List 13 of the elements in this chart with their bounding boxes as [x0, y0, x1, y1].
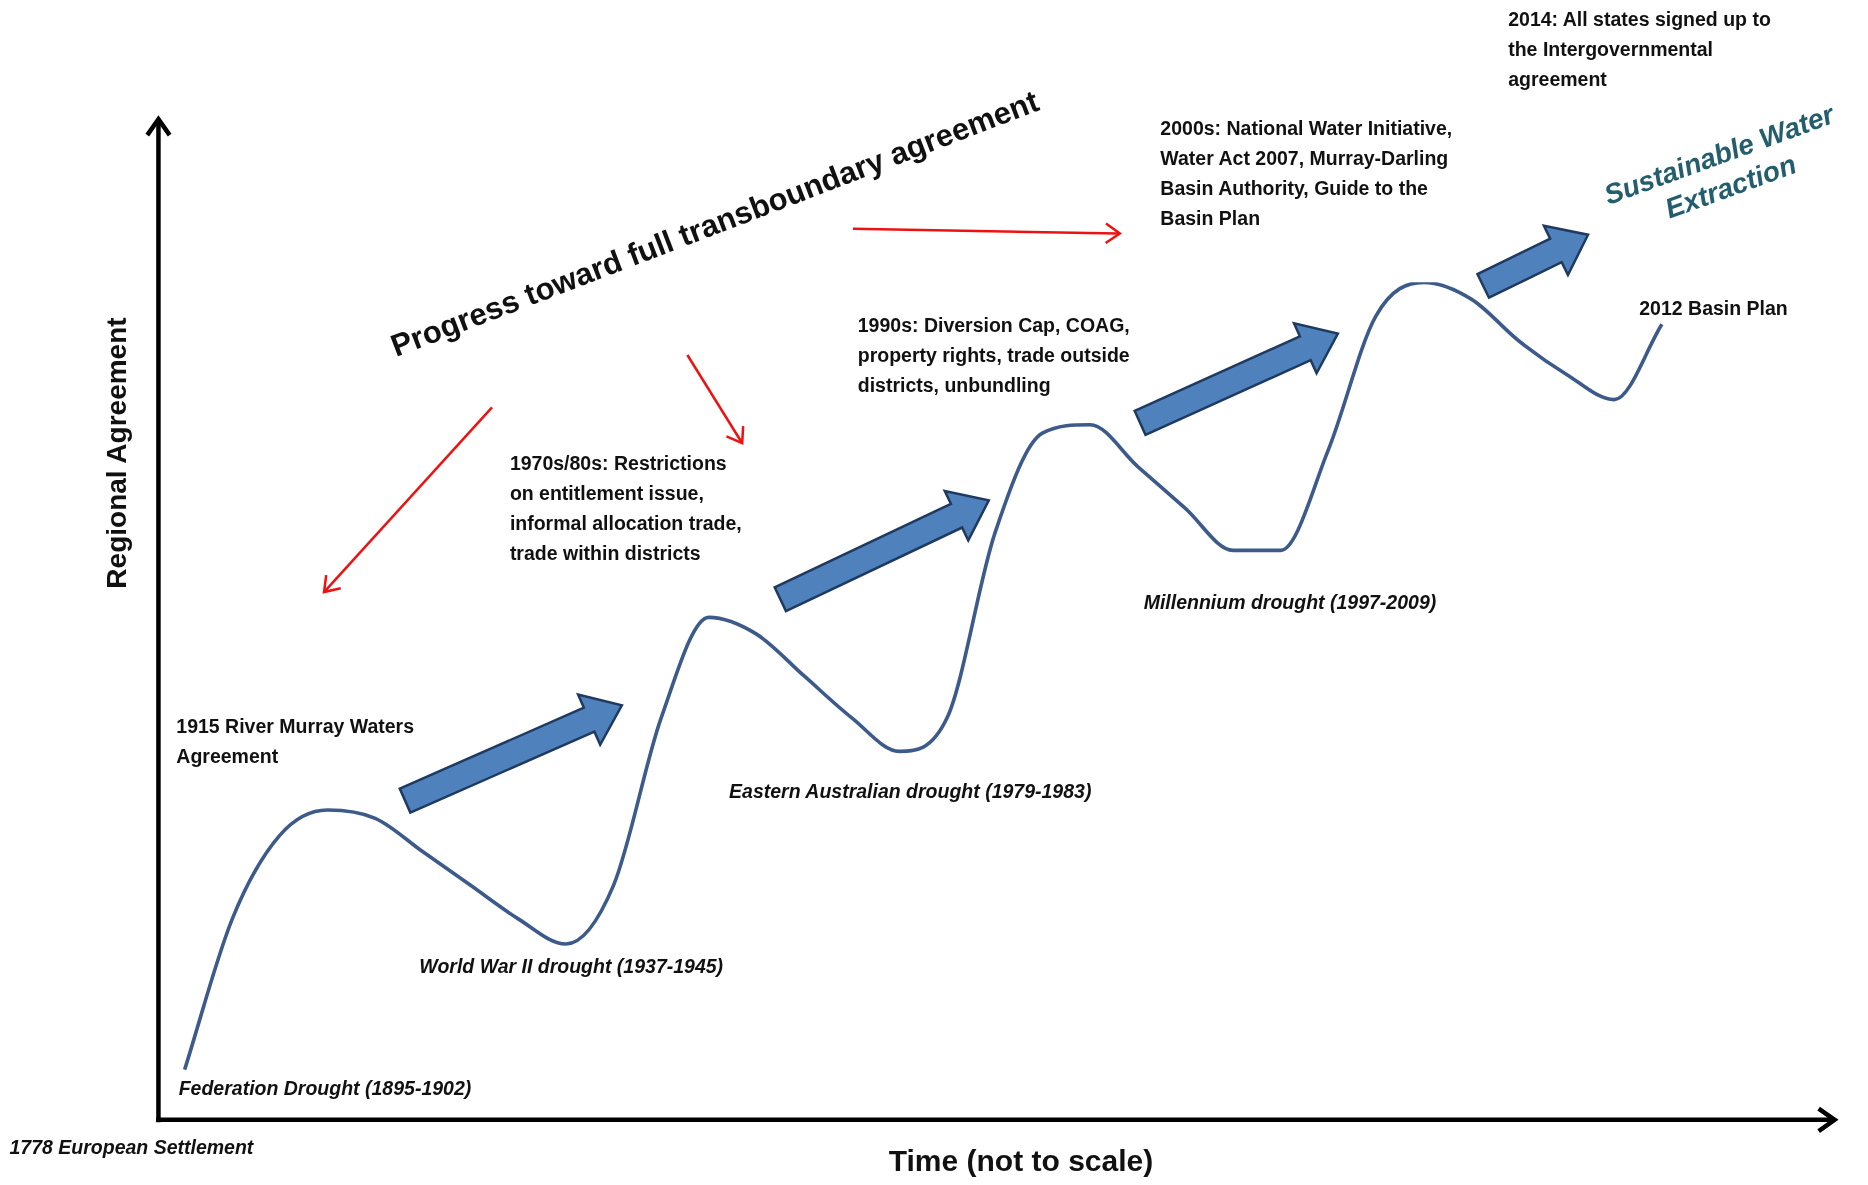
annotation: Eastern Australian drought (1979-1983): [729, 778, 1093, 804]
annotation: 1915 River Murray Waters Agreement: [176, 714, 416, 770]
x-axis-title: Time (not to scale): [888, 1144, 1154, 1178]
y-axis-title: Regional Agreement: [100, 317, 132, 589]
annotation: 1990s: Diversion Cap, COAG, property rights, trade outside districts, unbundling: [857, 312, 1131, 398]
annotation: Federation Drought (1895-1902): [178, 1076, 473, 1102]
annotation: World War II drought (1937-1945): [419, 953, 725, 979]
annotation: 1970s/80s: Restrictions on entitlement issue, informal allocation trade, trade within districts: [509, 450, 743, 566]
annotation: Millennium drought (1997-2009): [1143, 590, 1438, 616]
annotation: 2012 Basin Plan: [1639, 296, 1789, 322]
text: 1778 European Settlement: [9, 1134, 255, 1160]
text: 2000s: National Water Initiative, Water Act 2007, Murray-Darling Basin Authority, Guide to the Basin Plan: [1160, 116, 1454, 232]
text: 2014: All states signed up to the Intergovernmental agreement: [1508, 6, 1772, 92]
